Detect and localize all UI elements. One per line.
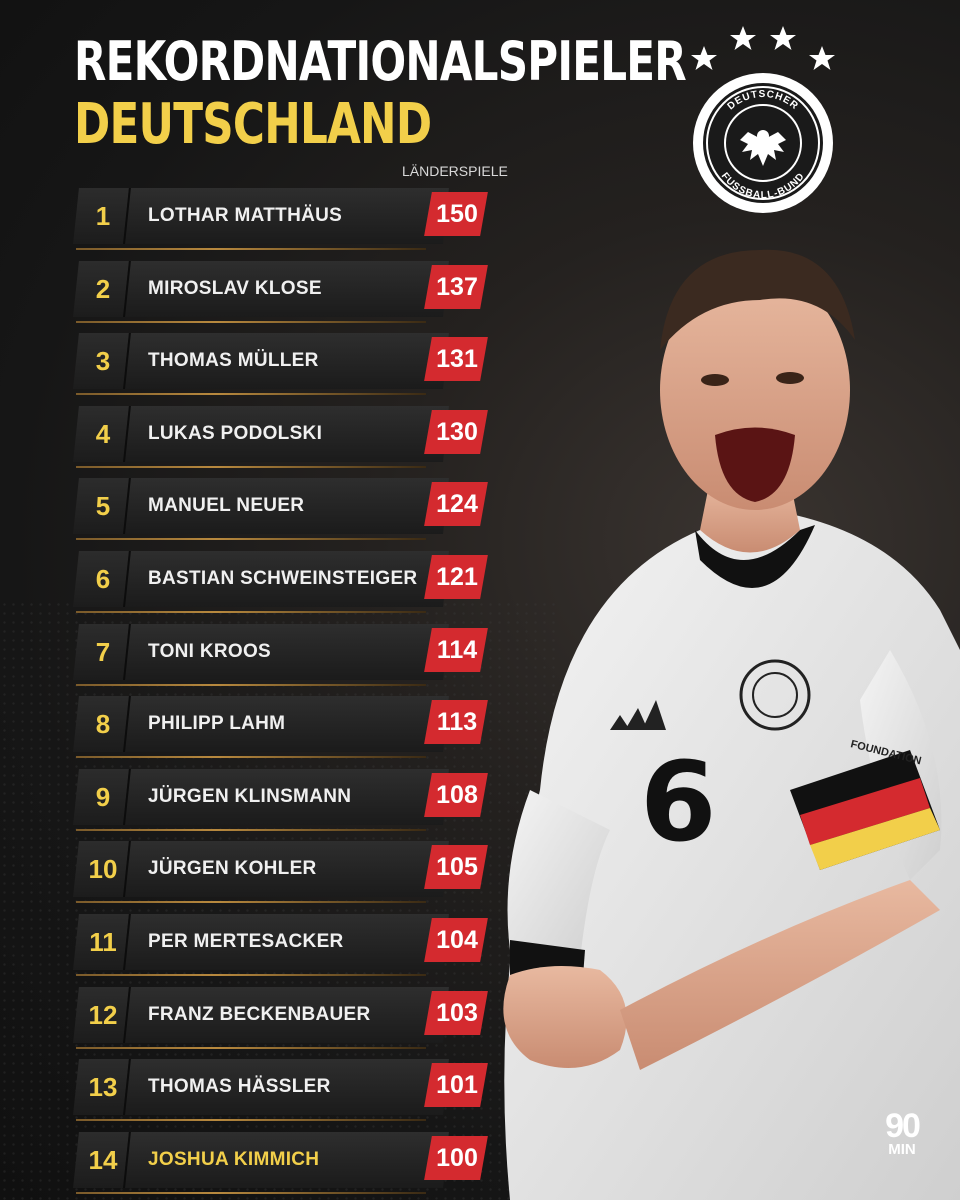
player-name: FRANZ BECKENBAUER xyxy=(148,1003,371,1025)
row-underline xyxy=(76,1119,426,1122)
rank-number: 3 xyxy=(95,346,111,377)
caps-value: 104 xyxy=(436,926,478,954)
caps-value: 101 xyxy=(436,1071,478,1100)
title-line-1: REKORDNATIONALSPIELER xyxy=(74,30,687,93)
stars-icon xyxy=(691,26,835,70)
star-icon xyxy=(809,46,835,70)
player-name: THOMAS MÜLLER xyxy=(148,350,319,372)
dfb-crest-icon: DEUTSCHER FUSSBALL-BUND xyxy=(693,73,833,213)
ranking-row: 5 MANUEL NEUER 124 xyxy=(73,478,488,541)
ranking-row: 3 THOMAS MÜLLER 131 xyxy=(73,333,488,396)
caps-value: 124 xyxy=(436,490,478,519)
ranking-row: 11 PER MERTESACKER 104 xyxy=(73,914,488,976)
90min-logo: 90 MIN xyxy=(878,1107,926,1170)
ranking-row: 14 JOSHUA KIMMICH 100 xyxy=(73,1131,488,1194)
hair xyxy=(660,249,855,350)
player-name: TONI KROOS xyxy=(148,640,271,662)
player-name: BASTIAN SCHWEINSTEIGER xyxy=(148,568,418,589)
row-underline xyxy=(76,248,426,250)
ranking-row: 4 LUKAS PODOLSKI 130 xyxy=(73,405,488,468)
player-name: MANUEL NEUER xyxy=(148,495,305,517)
row-underline xyxy=(76,393,426,396)
row-underline xyxy=(76,756,426,759)
caps-value: 113 xyxy=(436,708,478,737)
rank-number: 13 xyxy=(88,1072,118,1103)
rank-number: 14 xyxy=(88,1144,118,1175)
caps-value: 131 xyxy=(436,345,478,374)
rank-number: 2 xyxy=(95,273,111,304)
row-underline xyxy=(76,465,426,468)
player-name: JÜRGEN KLINSMANN xyxy=(148,785,352,807)
ranking-row: 13 THOMAS HÄSSLER 101 xyxy=(73,1059,488,1122)
caps-value: 150 xyxy=(436,200,478,228)
shirt-crest-icon xyxy=(739,659,811,731)
row-underline xyxy=(76,901,426,904)
player-name: MIROSLAV KLOSE xyxy=(148,277,322,299)
ranking-row: 8 PHILIPP LAHM 113 xyxy=(73,696,488,759)
player-name: THOMAS HÄSSLER xyxy=(148,1076,331,1098)
player-name: LOTHAR MATTHÄUS xyxy=(148,205,343,226)
player-name: LUKAS PODOLSKI xyxy=(148,422,323,444)
player-photo: FOUNDATION 6 xyxy=(503,249,960,1200)
ranking-row: 9 JÜRGEN KLINSMANN 108 xyxy=(73,768,488,831)
rank-number: 8 xyxy=(95,709,111,740)
rank-number: 4 xyxy=(95,418,111,449)
player-name: JOSHUA KIMMICH xyxy=(148,1148,320,1170)
rank-number: 7 xyxy=(95,636,111,667)
caps-value: 114 xyxy=(436,635,478,664)
ranking-row: 2 MIROSLAV KLOSE 137 xyxy=(73,260,488,323)
player-name: PHILIPP LAHM xyxy=(148,713,286,735)
ranking-row: 6 BASTIAN SCHWEINSTEIGER 121 xyxy=(73,551,488,613)
open-mouth xyxy=(715,427,795,502)
title-line-2: DEUTSCHLAND xyxy=(74,92,432,157)
player-name: PER MERTESACKER xyxy=(148,931,344,952)
ranking-row: 7 TONI KROOS 114 xyxy=(73,623,488,686)
ranking-row: 12 FRANZ BECKENBAUER 103 xyxy=(73,986,488,1049)
adidas-logo-icon xyxy=(610,700,666,730)
player-head xyxy=(660,270,850,510)
rank-number: 10 xyxy=(88,854,118,885)
caps-value: 105 xyxy=(436,853,478,882)
caps-value: 137 xyxy=(436,272,478,301)
star-icon xyxy=(730,26,756,50)
caps-value: 130 xyxy=(436,417,478,446)
row-underline xyxy=(76,974,426,976)
rank-number: 5 xyxy=(95,491,111,522)
rank-number: 1 xyxy=(95,201,111,231)
caps-value: 103 xyxy=(436,998,478,1027)
ranking-row: 1 LOTHAR MATTHÄUS 150 xyxy=(73,188,488,250)
row-underline xyxy=(76,538,426,541)
column-header-caps: LÄNDERSPIELE xyxy=(402,163,508,179)
row-underline xyxy=(76,320,426,323)
logo-number: 90 xyxy=(885,1107,921,1145)
row-underline xyxy=(76,1046,426,1049)
row-underline xyxy=(76,1191,426,1194)
rank-number: 9 xyxy=(95,781,111,812)
star-icon xyxy=(770,26,796,50)
eagle-icon xyxy=(740,130,786,166)
rank-number: 6 xyxy=(95,564,111,594)
row-underline xyxy=(76,683,426,686)
row-underline xyxy=(76,611,426,613)
logo-text: MIN xyxy=(888,1141,916,1158)
caps-value: 100 xyxy=(436,1143,478,1172)
rank-number: 11 xyxy=(89,927,117,957)
shirt-number: 6 xyxy=(640,738,717,866)
caps-value: 108 xyxy=(436,780,478,809)
row-underline xyxy=(76,828,426,831)
star-icon xyxy=(691,46,717,70)
rank-number: 12 xyxy=(88,999,118,1030)
ranking-row: 10 JÜRGEN KOHLER 105 xyxy=(73,841,488,904)
caps-value: 121 xyxy=(436,563,478,591)
fist xyxy=(503,966,627,1068)
player-name: JÜRGEN KOHLER xyxy=(148,858,317,880)
